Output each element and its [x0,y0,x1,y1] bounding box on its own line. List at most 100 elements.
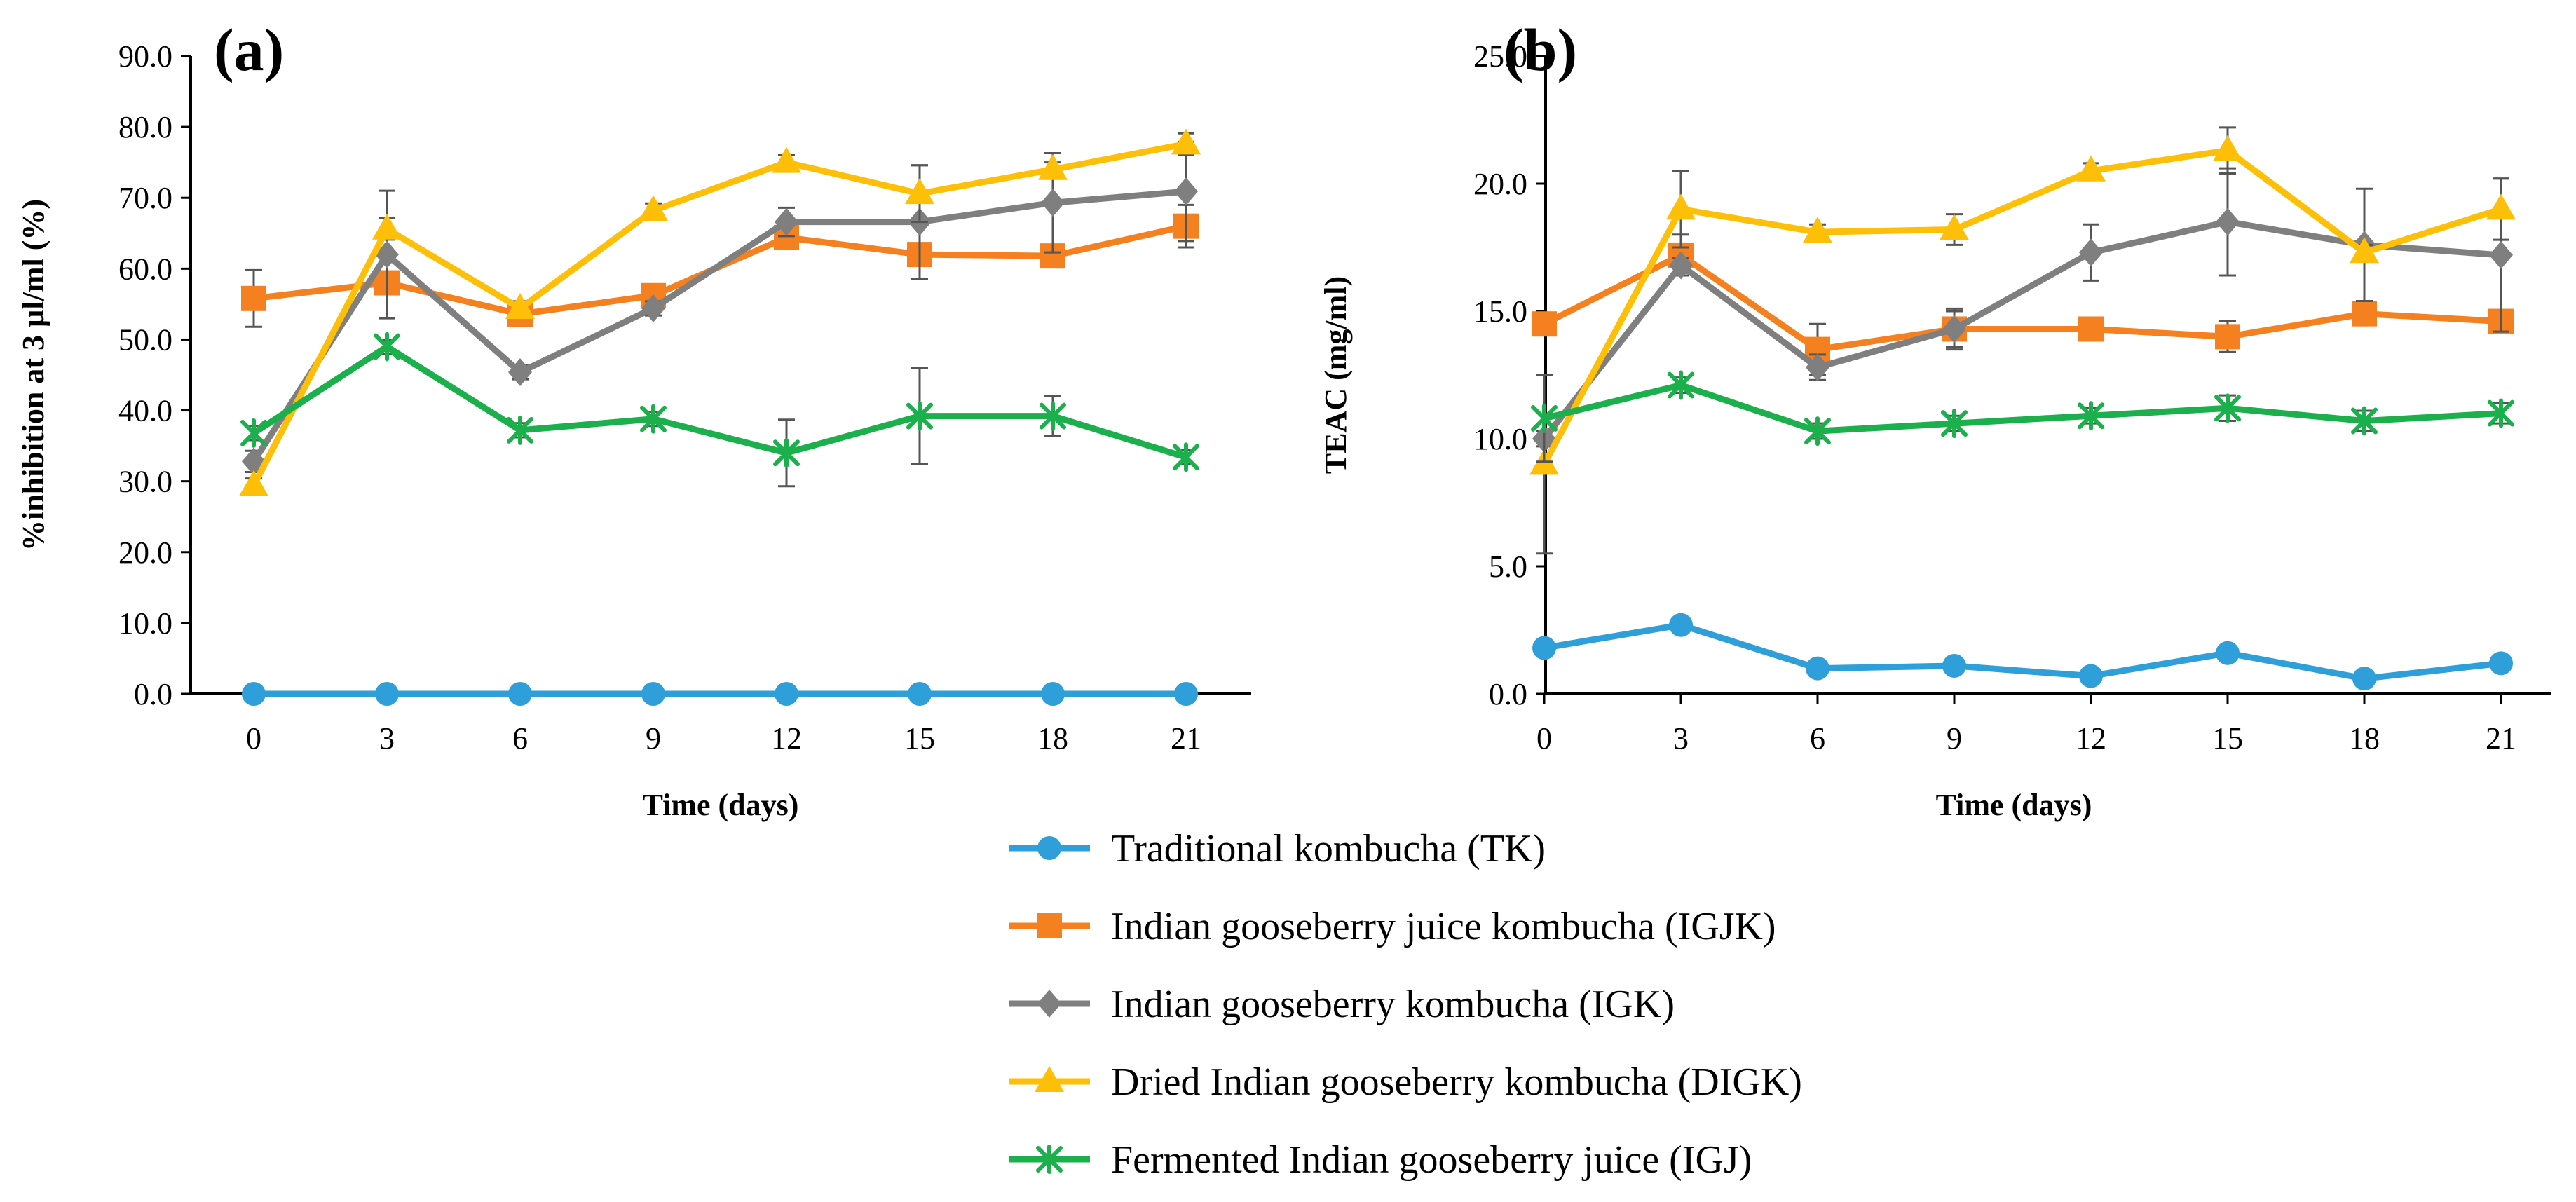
series-line [1543,382,2502,435]
panel-label: (a) [214,16,284,83]
y-tick-label: 90.0 [118,39,172,74]
x-tick-label: 15 [904,721,935,756]
data-point [2488,398,2514,428]
legend: Traditional kombucha (TK) Indian gooseber… [1009,827,1802,1182]
legend-label: Traditional kombucha (TK) [1111,827,1546,870]
legend-item-igj: Fermented Indian gooseberry juice (IGJ) [1009,1138,1752,1182]
data-point [908,682,932,706]
x-tick-label: 0 [246,721,261,756]
y-tick-label: 70.0 [118,181,172,215]
y-tick-label: 20.0 [1473,167,1527,201]
data-point [1531,403,1558,433]
x-tick-label: 12 [771,721,802,756]
legend-item-igk: Indian gooseberry kombucha (IGK) [1009,983,1675,1026]
data-point [508,357,532,386]
y-tick-label: 0.0 [134,677,172,711]
data-point [2079,238,2103,267]
legend-marker [1037,836,1061,860]
data-point [775,207,798,236]
y-tick-label: 0.0 [1489,677,1527,711]
data-point [239,470,268,496]
data-point [1038,153,1068,180]
y-tick-label: 50.0 [118,322,172,357]
series-igk [242,140,1198,476]
y-tick-label: 10.0 [1473,422,1527,456]
data-point [2076,155,2106,182]
data-point [2079,664,2103,688]
data-point [2486,193,2516,220]
data-point [641,294,665,322]
data-point [1942,653,1966,678]
data-point [508,682,532,706]
legend-marker [1035,1066,1064,1092]
x-axis-title: Time (days) [1936,788,2092,822]
y-tick-label: 20.0 [118,535,172,570]
data-point [2213,135,2242,161]
data-point [775,682,798,706]
data-point [2078,401,2104,431]
legend-marker [1037,913,1062,938]
data-point [242,682,266,706]
series-igj [1531,370,2514,463]
y-axis-title: %inhibition at 3 µl/ml (%) [16,199,50,551]
data-point [641,682,665,706]
data-point [1532,636,1556,660]
y-tick-label: 40.0 [118,394,172,428]
x-tick-label: 9 [1947,721,1962,756]
data-point [240,418,267,448]
panel-label: (b) [1504,16,1577,83]
data-point [372,213,402,240]
data-point [2078,316,2104,342]
data-point [375,682,399,706]
series-tk [1532,613,2513,691]
legend-item-igjk: Indian gooseberry juice kombucha (IGJK) [1009,905,1776,948]
data-point [1532,311,1557,337]
y-tick-label: 60.0 [118,252,172,286]
x-tick-label: 0 [1536,721,1552,756]
y-tick-label: 5.0 [1489,549,1527,584]
data-point [906,401,933,431]
data-point [639,195,668,221]
data-point [2352,667,2376,691]
x-tick-label: 9 [646,721,661,756]
data-point [1669,613,1693,637]
data-point [905,178,934,205]
data-point [2489,240,2513,269]
x-tick-label: 6 [1810,721,1825,756]
legend-label: Indian gooseberry kombucha (IGK) [1111,983,1675,1026]
chart-panel-a: 0.0 10.0 20.0 30.0 40.0 50.0 60.0 70.0 80.0 90.0 0… [16,16,1251,822]
data-point [772,146,801,173]
data-point [773,438,800,468]
series-line [251,188,1187,463]
data-point [1173,442,1199,472]
legend-label: Fermented Indian gooseberry juice (IGJ) [1111,1138,1752,1182]
series-line [1541,147,2502,466]
x-tick-label: 21 [2486,721,2516,756]
legend-item-tk: Traditional kombucha (TK) [1009,827,1546,870]
data-point [505,292,535,319]
y-tick-label: 30.0 [118,465,172,499]
data-point [1806,656,1829,681]
data-point [374,332,400,362]
series-line [1543,622,2502,682]
data-point [640,404,667,434]
data-point [1806,353,1829,382]
data-point [241,285,266,311]
series-line [251,140,1187,487]
legend-label: Dried Indian gooseberry kombucha (DIGK) [1111,1060,1802,1104]
legend-item-digk: Dried Indian gooseberry kombucha (DIGK) [1009,1060,1802,1104]
x-tick-label: 3 [1673,721,1689,756]
data-point [1803,217,1832,243]
chart-panel-b: 0.0 5.0 10.0 15.0 20.0 25.0 0 3 6 9 12 15 18 21 Time (… [1318,16,2551,822]
data-point [2216,641,2240,665]
series-digk [239,128,1201,496]
data-point [2350,237,2379,264]
data-point [1940,214,1969,240]
data-point [1941,409,1968,439]
data-point [2216,207,2240,236]
x-tick-label: 21 [1171,721,1201,756]
y-tick-label: 25.0 [1473,39,1527,74]
series-digk [1529,126,2516,555]
